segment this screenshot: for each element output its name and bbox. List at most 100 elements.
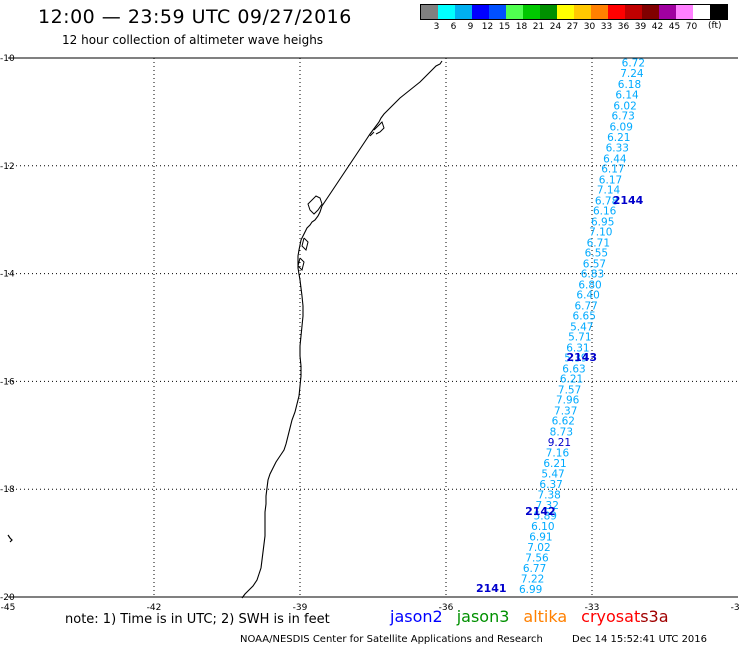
swh-value: 6.33	[606, 142, 629, 154]
pass-number: 2144	[613, 194, 644, 207]
legend-swatches	[420, 4, 728, 20]
mission-label-s3a: s3a	[640, 607, 669, 626]
mission-legend: jason2 jason3 altika cryosats3a	[390, 607, 683, 626]
grid-lines	[8, 57, 738, 598]
legend-swatch	[506, 5, 523, 19]
lon-tick-label: -45	[1, 603, 16, 613]
lat-tick-label: -12	[0, 162, 15, 172]
lon-tick-label: -42	[147, 603, 162, 613]
legend-swatch	[523, 5, 540, 19]
legend-tick-label: 15	[498, 22, 511, 32]
lon-tick-label: -30	[731, 603, 740, 613]
swh-value: 7.22	[521, 574, 544, 586]
legend-tick-label: 27	[566, 22, 579, 32]
swh-value: 6.99	[519, 584, 542, 596]
swh-value: 7.96	[556, 395, 580, 407]
legend-swatch	[659, 5, 676, 19]
mission-label-jason3: jason3	[456, 607, 510, 626]
mission-label-cryosat: cryosat	[581, 607, 641, 626]
swh-value: 6.09	[610, 121, 633, 133]
legend-tick-label: 3	[433, 22, 440, 32]
swh-value: 6.14	[615, 90, 639, 102]
legend-swatch	[676, 5, 693, 19]
swh-value: 6.10	[531, 521, 554, 533]
lat-tick-label: -16	[0, 377, 15, 387]
legend-labels: 3 6 9 12 15 18 21 24 27 30 33 36 39 42 45 70	[420, 20, 728, 32]
axis-ticks: -45 -42 -39 -36 -33 -30 -10 -12 -14 -16 -18 -20	[0, 54, 740, 613]
swh-value: 7.24	[620, 68, 644, 80]
swh-value: 6.80	[578, 279, 601, 291]
pass-number: 2142	[525, 505, 556, 518]
swh-value: 7.38	[537, 490, 560, 502]
swh-value: 7.10	[589, 227, 612, 239]
pass-number: 2143	[566, 351, 597, 364]
island-feature	[297, 195, 323, 271]
swh-value: 6.21	[560, 374, 583, 386]
swh-value: 6.83	[581, 269, 604, 281]
lat-tick-label: -20	[0, 593, 15, 603]
map-note: note: 1) Time is in UTC; 2) SWH is in fe…	[65, 612, 330, 627]
swh-value: 7.57	[558, 384, 581, 396]
legend-swatch	[540, 5, 557, 19]
swh-observations: 6.727.246.186.146.026.736.096.216.336.44…	[519, 57, 645, 596]
swh-value: 6.44	[603, 153, 627, 165]
lon-tick-label: -33	[585, 603, 600, 613]
swh-value: 6.17	[599, 174, 622, 186]
swh-value: 8.73	[550, 427, 573, 439]
swh-value: 6.21	[543, 458, 566, 470]
swh-value: 6.72	[622, 57, 645, 69]
bay-inlet	[369, 121, 385, 137]
mission-label-jason2: jason2	[390, 607, 443, 626]
legend-swatch	[574, 5, 591, 19]
swh-value: 6.77	[574, 300, 597, 312]
swh-value: 9.21	[548, 437, 571, 449]
swh-value: 6.73	[611, 111, 634, 123]
swh-value: 6.63	[562, 363, 585, 375]
legend-swatch	[591, 5, 608, 19]
pass-labels: 2144 2143 2142 2141	[476, 194, 644, 595]
lat-tick-label: -18	[0, 485, 15, 495]
pass-number: 2141	[476, 582, 507, 595]
swh-value: 6.02	[613, 100, 636, 112]
lon-tick-label: -39	[293, 603, 308, 613]
legend-swatch	[421, 5, 438, 19]
swh-value: 5.71	[568, 332, 591, 344]
swh-value: 6.57	[583, 258, 606, 270]
swh-value: 6.65	[573, 311, 596, 323]
lat-tick-label: -10	[0, 54, 15, 64]
legend-tick-label: 36	[617, 22, 630, 32]
swh-value: 7.14	[597, 185, 621, 197]
brazil-coastline	[241, 60, 443, 599]
swh-value: 7.56	[525, 553, 549, 565]
swh-value: 5.89	[534, 511, 557, 523]
swh-value: 5.39	[564, 353, 587, 365]
legend-swatch	[625, 5, 642, 19]
swh-value: 6.16	[593, 206, 617, 218]
legend-tick-label: 39	[634, 22, 647, 32]
swh-value: 6.55	[585, 248, 608, 260]
lon-tick-label: -36	[439, 603, 454, 613]
legend-tick-label: 45	[668, 22, 681, 32]
swh-value: 6.21	[607, 132, 630, 144]
swh-value: 6.31	[566, 342, 589, 354]
legend-swatch	[710, 5, 727, 19]
legend-tick-label: 12	[481, 22, 494, 32]
legend-swatch	[693, 5, 710, 19]
swh-value: 6.95	[591, 216, 614, 228]
legend-swatch	[642, 5, 659, 19]
timestamp-text: Dec 14 15:52:41 UTC 2016	[572, 634, 708, 645]
lat-tick-label: -14	[0, 270, 15, 280]
swh-value: 6.78	[595, 195, 618, 207]
swh-value: 6.91	[529, 532, 552, 544]
swh-value: 6.37	[539, 479, 562, 491]
swh-value: 7.32	[536, 500, 559, 512]
legend-tick-label: 24	[549, 22, 562, 32]
swh-value: 6.77	[523, 563, 546, 575]
coastline	[7, 60, 443, 599]
legend-tick-label: 42	[651, 22, 664, 32]
legend-swatch	[557, 5, 574, 19]
legend-tick-label: 70	[685, 22, 698, 32]
map-title: 12:00 — 23:59 UTC 09/27/2016	[38, 6, 352, 28]
legend-swatch	[438, 5, 455, 19]
